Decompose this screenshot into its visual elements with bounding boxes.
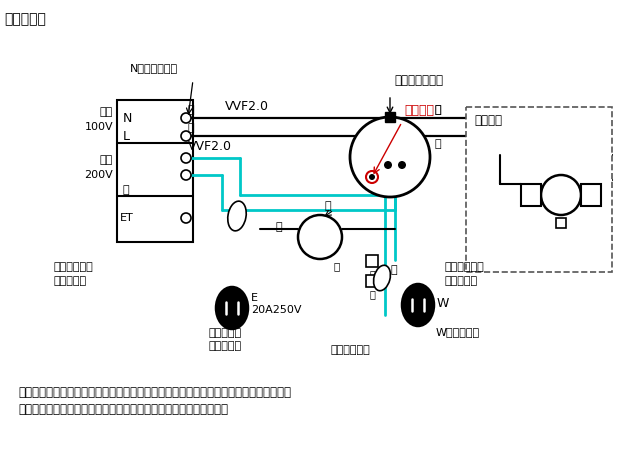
Text: 黒: 黒 <box>325 247 332 257</box>
Text: されていれば、これ以外にも正解となる結線方法があります。: されていれば、これ以外にも正解となる結線方法があります。 <box>18 403 228 416</box>
Bar <box>581 184 601 206</box>
Ellipse shape <box>228 201 246 231</box>
Circle shape <box>398 161 406 169</box>
Text: 差込形コネクタ: 差込形コネクタ <box>394 74 443 87</box>
Text: 白: 白 <box>325 201 332 211</box>
Text: 黒: 黒 <box>435 139 442 149</box>
Text: わたり線は黒: わたり線は黒 <box>330 345 370 355</box>
Circle shape <box>384 161 392 169</box>
Circle shape <box>350 117 430 197</box>
Text: 白: 白 <box>435 105 442 115</box>
Text: 電源: 電源 <box>100 107 113 117</box>
Ellipse shape <box>374 265 391 291</box>
Bar <box>366 255 378 267</box>
Text: イ: イ <box>334 261 340 271</box>
Text: 受金ねじ部
の端子に白: 受金ねじ部 の端子に白 <box>208 328 241 351</box>
Text: L: L <box>123 129 130 142</box>
Circle shape <box>366 171 378 183</box>
Text: 施工省略: 施工省略 <box>474 114 502 127</box>
Text: N: N <box>123 112 132 124</box>
Text: 電源: 電源 <box>100 155 113 165</box>
Text: 白: 白 <box>391 265 397 275</box>
Ellipse shape <box>402 284 434 326</box>
Text: ロ: ロ <box>559 218 564 228</box>
Text: （注）上記の概念図及び複線図は一例であり、施工条件を満たし、電気的に正しく結線: （注）上記の概念図及び複線図は一例であり、施工条件を満たし、電気的に正しく結線 <box>18 386 291 399</box>
Circle shape <box>369 174 375 180</box>
Text: 【複線図】: 【複線図】 <box>4 12 46 26</box>
Ellipse shape <box>216 287 248 329</box>
Text: イ: イ <box>369 269 375 279</box>
Circle shape <box>181 131 191 141</box>
Text: 黒: 黒 <box>276 222 282 232</box>
Text: VVF2.0: VVF2.0 <box>188 140 232 153</box>
Text: 緑: 緑 <box>123 185 129 195</box>
Bar <box>117 100 193 242</box>
Text: 200V: 200V <box>84 170 113 180</box>
Text: 白: 白 <box>188 105 195 115</box>
Bar <box>556 218 566 228</box>
Circle shape <box>181 213 191 223</box>
Text: ロ: ロ <box>369 289 375 299</box>
Text: Nの表示側に白: Nの表示側に白 <box>130 63 178 73</box>
Bar <box>466 107 612 272</box>
Circle shape <box>181 170 191 180</box>
Text: VVF2.0: VVF2.0 <box>225 100 269 113</box>
Circle shape <box>181 153 191 163</box>
Text: Wの表示に白: Wの表示に白 <box>436 327 480 337</box>
Text: 電線の色別は
問わない。: 電線の色別は 問わない。 <box>445 262 485 286</box>
Bar <box>521 184 541 206</box>
Bar <box>366 275 378 287</box>
Text: 小で圧着: 小で圧着 <box>404 104 434 117</box>
Circle shape <box>298 215 342 259</box>
Text: W: W <box>437 297 449 309</box>
Text: R: R <box>313 228 327 246</box>
Text: E
20A250V: E 20A250V <box>251 293 302 315</box>
Text: 白: 白 <box>435 105 442 115</box>
Circle shape <box>541 175 581 215</box>
Text: 100V: 100V <box>85 122 113 132</box>
Text: 電線の色別は
問わない。: 電線の色別は 問わない。 <box>54 262 94 286</box>
Circle shape <box>181 113 191 123</box>
Bar <box>385 112 395 122</box>
Text: 黒: 黒 <box>188 123 195 133</box>
Text: ET: ET <box>120 213 134 223</box>
